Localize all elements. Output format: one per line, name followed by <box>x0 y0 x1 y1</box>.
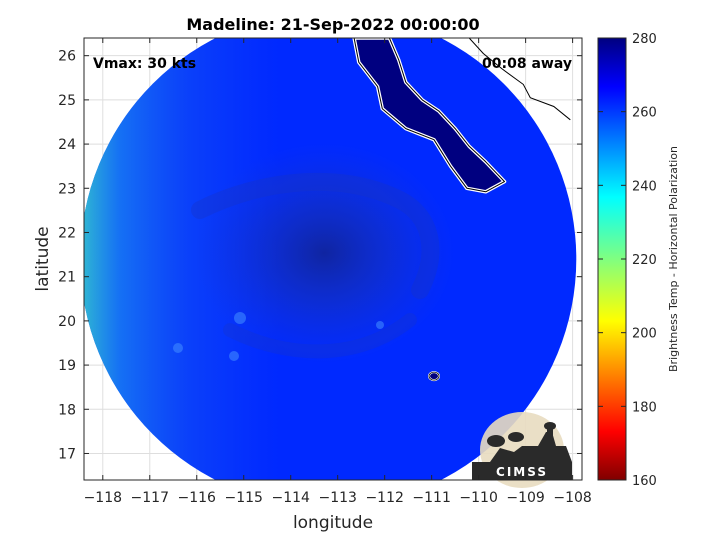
swath-layer <box>84 38 577 480</box>
island-socorro-outline <box>428 371 440 381</box>
x-tick-label-5: −113 <box>318 490 356 506</box>
mainland-coastline <box>468 38 571 121</box>
colorbar-tick-label-4: 240 <box>632 179 657 194</box>
y-tick-label-7: 24 <box>58 137 76 153</box>
x-tick-label-1: −117 <box>131 490 169 506</box>
colorbar: 160 180 200 220 240 260 280 Brightness Temp - … <box>597 32 680 489</box>
warm-spot-3 <box>376 321 384 329</box>
y-tick-label-9: 26 <box>58 49 76 65</box>
colorbar-tick-label-1: 180 <box>632 400 657 415</box>
x-axis-ticks: −118 −117 −116 −115 −114 −113 −112 −111 −110 −109… <box>84 38 592 506</box>
y-tick-label-0: 17 <box>58 446 76 462</box>
y-tick-label-4: 21 <box>58 270 76 286</box>
warm-spot-2 <box>229 351 239 361</box>
y-tick-label-5: 22 <box>58 225 76 241</box>
cimss-logo: CIMSS <box>472 412 572 488</box>
plot-area: CIMSS <box>83 37 583 488</box>
baja-california-coastline <box>353 38 505 193</box>
y-tick-label-8: 25 <box>58 93 76 109</box>
storm-band-south <box>223 313 417 359</box>
x-tick-label-4: −114 <box>271 490 310 506</box>
colorbar-tick-label-3: 220 <box>632 253 657 268</box>
chart-title: Madeline: 21-Sep-2022 00:00:00 <box>186 15 479 34</box>
colorbar-label: Brightness Temp - Horizontal Polarizatio… <box>667 146 680 372</box>
x-tick-label-3: −115 <box>225 490 263 506</box>
logo-dish-1 <box>487 435 505 447</box>
x-tick-label-7: −111 <box>412 490 450 506</box>
colorbar-tick-label-6: 280 <box>632 32 657 47</box>
storm-cold-center <box>194 143 455 363</box>
colorbar-tick-label-0: 160 <box>632 474 657 489</box>
x-tick-label-8: −110 <box>459 490 497 506</box>
y-tick-label-2: 19 <box>58 358 76 374</box>
warm-spot-0 <box>234 312 246 324</box>
colorbar-tick-label-5: 260 <box>632 106 657 121</box>
time-away-annotation: 00:08 away <box>482 56 572 72</box>
warm-spot-1 <box>173 343 183 353</box>
logo-text: CIMSS <box>496 465 548 479</box>
colorbar-ticks: 160 180 200 220 240 260 280 <box>598 32 657 489</box>
y-tick-label-3: 20 <box>58 314 76 330</box>
axes-border <box>83 37 583 481</box>
logo-tower <box>547 424 553 446</box>
colorbar-tick-label-2: 200 <box>632 327 657 342</box>
vmax-annotation: Vmax: 30 kts <box>93 56 196 72</box>
y-tick-label-6: 23 <box>58 181 76 197</box>
y-tick-label-1: 18 <box>58 402 76 418</box>
x-axis-label: longitude <box>293 513 373 533</box>
x-tick-label-9: −109 <box>506 490 544 506</box>
x-tick-label-10: −108 <box>553 490 591 506</box>
y-axis-ticks: 17 18 19 20 21 22 23 24 25 26 <box>58 49 582 462</box>
y-axis-label: latitude <box>33 226 53 291</box>
x-tick-label-0: −118 <box>84 490 122 506</box>
x-tick-label-6: −112 <box>365 490 403 506</box>
logo-tower-top <box>544 422 556 430</box>
logo-dish-2 <box>508 432 524 442</box>
storm-band-north <box>191 172 440 299</box>
x-tick-label-2: −116 <box>178 490 217 506</box>
